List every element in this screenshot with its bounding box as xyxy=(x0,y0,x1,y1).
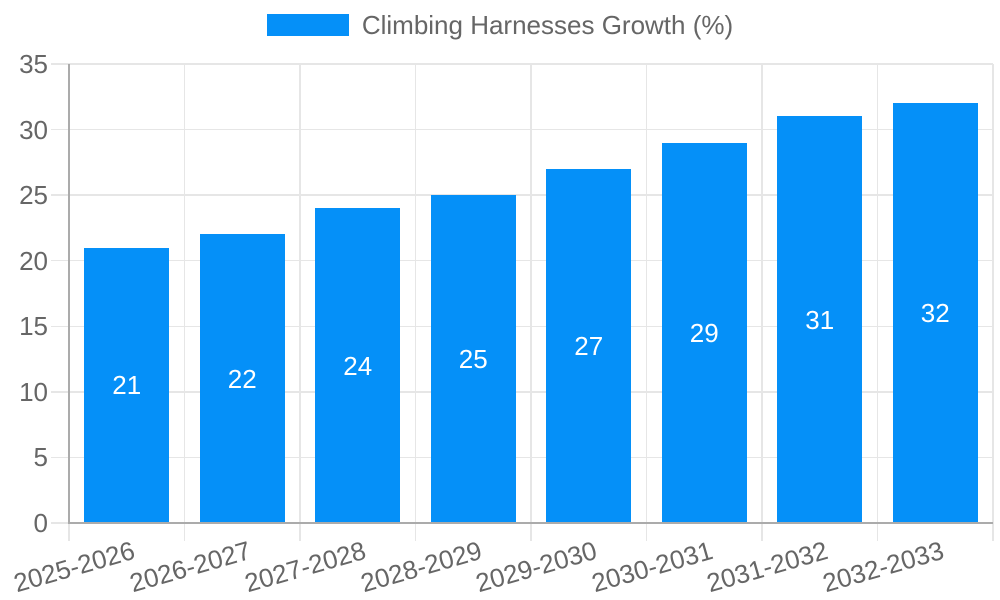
bar-value-label: 24 xyxy=(343,350,373,381)
bar-value-label: 31 xyxy=(805,304,835,335)
x-gridline xyxy=(530,64,532,541)
x-gridline xyxy=(645,64,648,541)
bar-value-label: 21 xyxy=(112,370,142,401)
y-tick-label: 0 xyxy=(33,508,48,538)
y-gridline xyxy=(51,325,993,328)
x-gridline xyxy=(992,64,994,541)
y-gridline xyxy=(51,63,993,65)
y-tick-label: 30 xyxy=(19,114,48,145)
x-tick-label: 2032-2033 xyxy=(819,535,947,599)
x-gridline xyxy=(761,64,763,541)
bar[interactable] xyxy=(546,168,632,523)
y-gridline xyxy=(51,128,993,131)
bar-value-label: 29 xyxy=(689,317,719,348)
y-tick-label: 10 xyxy=(19,376,48,407)
bar[interactable] xyxy=(777,116,863,523)
bar-value-label: 32 xyxy=(920,298,950,329)
x-tick-label: 2028-2029 xyxy=(357,535,485,599)
bar[interactable] xyxy=(892,103,978,523)
bar[interactable] xyxy=(430,195,516,523)
bar-value-label: 25 xyxy=(458,344,488,375)
y-tick-label: 25 xyxy=(19,180,48,211)
y-tick-label: 20 xyxy=(19,245,48,276)
bar[interactable] xyxy=(84,247,170,523)
legend[interactable]: Climbing Harnesses Growth (%) xyxy=(0,12,1000,38)
legend-swatch xyxy=(266,14,349,36)
x-axis-line xyxy=(68,522,993,524)
legend-label: Climbing Harnesses Growth (%) xyxy=(361,10,734,40)
bar[interactable] xyxy=(661,142,747,523)
x-gridline xyxy=(299,64,301,541)
x-tick-label: 2026-2027 xyxy=(126,535,254,599)
bar-value-label: 27 xyxy=(574,330,604,361)
x-gridline xyxy=(183,64,186,541)
y-tick-label: 15 xyxy=(19,311,48,342)
x-tick-label: 2027-2028 xyxy=(241,535,370,599)
x-tick-label: 2031-2032 xyxy=(703,535,832,599)
x-tick-label: 2030-2031 xyxy=(588,535,716,599)
y-tick-label: 5 xyxy=(33,442,48,473)
bar[interactable] xyxy=(315,208,401,523)
bar-value-label: 22 xyxy=(227,363,257,394)
y-gridline xyxy=(51,391,993,393)
x-gridline xyxy=(876,64,879,541)
x-gridline xyxy=(414,64,417,541)
y-gridline xyxy=(51,194,993,196)
y-tick-label: 35 xyxy=(19,49,48,79)
y-axis-line xyxy=(68,64,70,523)
y-gridline xyxy=(51,259,993,262)
bar[interactable] xyxy=(199,234,285,523)
y-gridline xyxy=(51,456,993,459)
x-tick-label: 2025-2026 xyxy=(10,535,139,599)
x-tick-label: 2029-2030 xyxy=(472,535,601,599)
